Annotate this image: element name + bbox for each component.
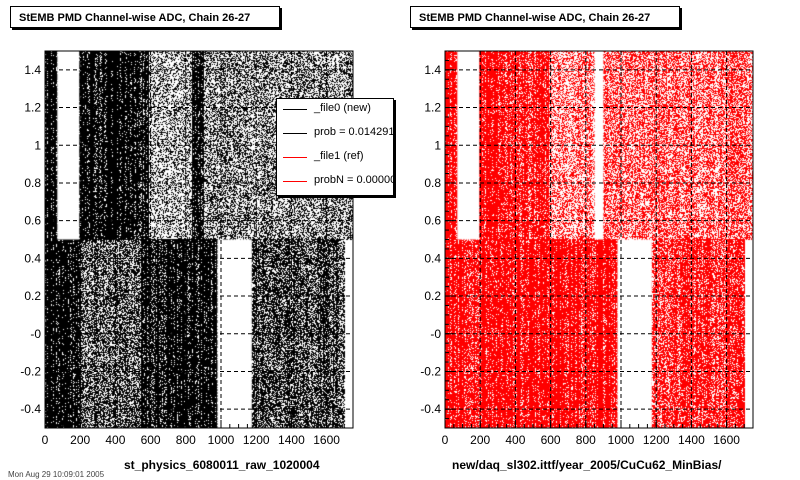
y-tick-label: 1	[34, 138, 41, 152]
y-tick-label: 0.6	[24, 214, 41, 228]
x-tick-label: 0	[442, 433, 449, 447]
legend-line-swatch	[283, 133, 307, 134]
x-tick-label: 600	[541, 433, 561, 447]
y-tick-label: 0.4	[24, 251, 41, 265]
y-tick-label: -0.4	[20, 402, 41, 416]
y-tick-label: -0.2	[420, 364, 441, 378]
y-tick-label: 0.8	[424, 176, 441, 190]
legend-label: prob = 0.014291	[314, 126, 394, 138]
x-tick-label: 1200	[243, 433, 270, 447]
x-tick-label: 800	[576, 433, 596, 447]
x-tick-label: 400	[105, 433, 125, 447]
x-tick-label: 1000	[608, 433, 635, 447]
left-scatter-plot: 0 200 400 600 800 1000 1200 1400 1600 -0.4 -0.2 -0 0…	[20, 50, 354, 447]
left-panel-title: StEMB PMD Channel-wise ADC, Chain 26-27	[10, 6, 280, 28]
x-tick-label: 200	[70, 433, 90, 447]
legend-label: _file1 (ref)	[314, 150, 364, 162]
y-tick-label: -0	[430, 327, 441, 341]
x-tick-label: 800	[176, 433, 196, 447]
y-tick-label: 1.2	[424, 101, 441, 115]
y-tick-label: 0.4	[424, 251, 441, 265]
x-tick-label: 600	[141, 433, 161, 447]
legend-line-swatch	[283, 157, 307, 158]
y-tick-label: -0.2	[20, 364, 41, 378]
legend-entry: prob = 0.014291	[277, 123, 394, 145]
y-tick-label: 1.4	[24, 63, 41, 77]
x-tick-label: 1000	[208, 433, 235, 447]
legend-entry: _file1 (ref)	[277, 147, 393, 169]
legend-line-swatch	[283, 109, 307, 110]
y-tick-label: 0.8	[24, 176, 41, 190]
x-tick-label: 1600	[713, 433, 740, 447]
legend-label: probN = 0.00000	[314, 174, 394, 186]
legend: _file0 (new) prob = 0.014291 _file1 (ref…	[276, 98, 394, 196]
right-scatter-plot: 0 200 400 600 800 1000 1200 1400 1600 -0.4 -0.2 -0 0…	[420, 50, 754, 447]
x-tick-label: 400	[505, 433, 525, 447]
scatter-points	[445, 51, 753, 428]
y-tick-label: -0.4	[420, 402, 441, 416]
footer-timestamp: Mon Aug 29 10:09:01 2005	[8, 470, 105, 479]
right-panel-title: StEMB PMD Channel-wise ADC, Chain 26-27	[410, 6, 680, 28]
y-tick-label: 1.2	[24, 101, 41, 115]
y-tick-label: -0	[30, 327, 41, 341]
x-tick-label: 1400	[278, 433, 305, 447]
x-tick-label: 1400	[678, 433, 705, 447]
y-tick-label: 0.6	[424, 214, 441, 228]
y-tick-label: 1.4	[424, 63, 441, 77]
legend-entry: _file0 (new)	[277, 99, 393, 121]
x-tick-label: 200	[470, 433, 490, 447]
y-tick-label: 0.2	[424, 289, 441, 303]
legend-entry: probN = 0.00000	[277, 171, 394, 193]
x-tick-label: 1200	[643, 433, 670, 447]
x-tick-label: 1600	[313, 433, 340, 447]
right-x-axis-label: new/daq_sl302.ittf/year_2005/CuCu62_MinB…	[452, 458, 722, 472]
x-tick-label: 0	[42, 433, 49, 447]
y-tick-label: 0.2	[24, 289, 41, 303]
legend-label: _file0 (new)	[314, 102, 371, 114]
y-tick-label: 1	[434, 138, 441, 152]
legend-line-swatch	[283, 181, 307, 182]
left-x-axis-label: st_physics_6080011_raw_1020004	[124, 458, 320, 472]
